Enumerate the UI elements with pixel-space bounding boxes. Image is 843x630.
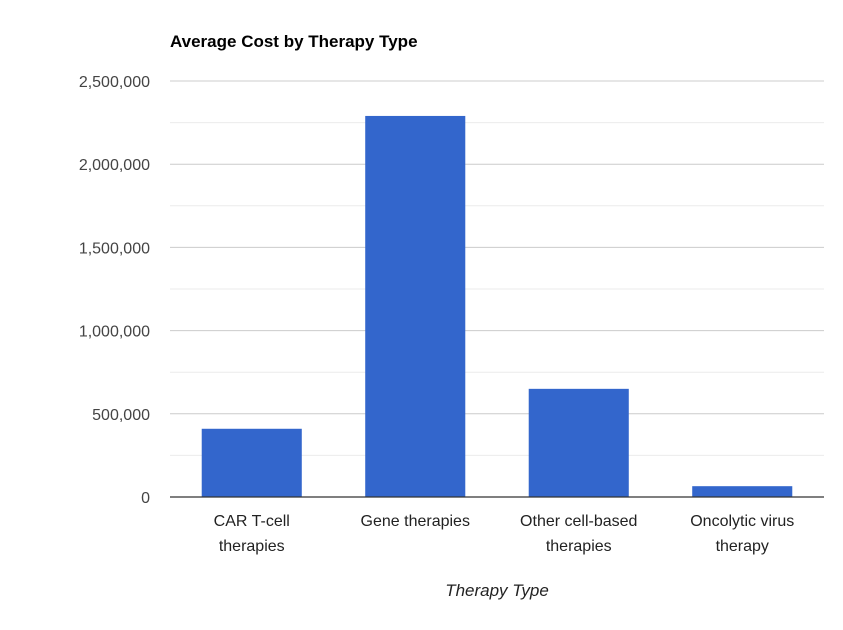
y-tick-label: 1,500,000 (79, 240, 150, 257)
y-tick-label: 500,000 (92, 407, 150, 424)
y-tick-label: 2,000,000 (79, 157, 150, 174)
bar (365, 115, 466, 497)
x-category-label: CAR T-cell therapies (214, 513, 290, 555)
x-axis-title: Therapy Type (445, 581, 549, 600)
gridlines (170, 80, 824, 456)
x-category-label: Other cell-based therapies (520, 513, 637, 555)
y-axis-tick-labels: 0 500,000 1,000,000 1,500,000 2,000,000 2,500… (79, 74, 150, 507)
y-tick-label: 1,000,000 (79, 324, 150, 341)
x-category-label: Oncolytic virus therapy (690, 513, 794, 555)
x-category-label: Gene therapies (361, 513, 470, 530)
y-tick-label: 0 (141, 490, 150, 507)
bar (692, 486, 793, 497)
chart-title: Average Cost by Therapy Type (170, 32, 418, 51)
bar (528, 388, 629, 497)
y-tick-label: 2,500,000 (79, 74, 150, 91)
bar (201, 428, 302, 497)
x-axis-category-labels: CAR T-cell therapies Gene therapies Other c… (214, 513, 795, 555)
bars (201, 115, 793, 497)
